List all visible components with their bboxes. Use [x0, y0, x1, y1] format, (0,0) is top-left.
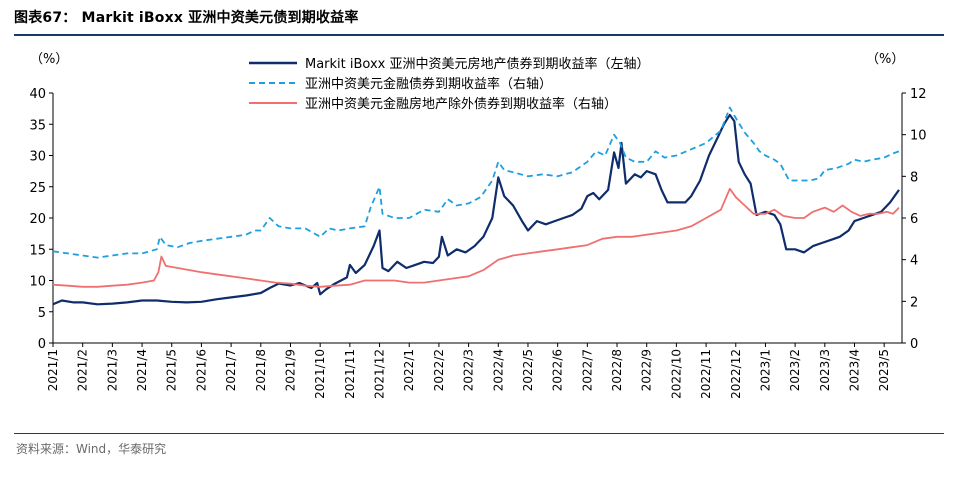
left-tick-label: 10	[29, 275, 46, 290]
left-tick-label: 0	[38, 337, 46, 352]
legend-label-2: 亚洲中资美元金融房地产除外债券到期收益率（右轴）	[305, 96, 617, 112]
left-tick-label: 25	[29, 181, 46, 196]
x-tick-label: 2023/4	[848, 349, 862, 391]
x-tick-label: 2022/11	[699, 349, 713, 399]
legend: Markit iBoxx 亚洲中资美元房地产债券到期收益率（左轴） 亚洲中资美元金…	[249, 56, 650, 112]
left-tick-label: 40	[29, 87, 46, 102]
right-tick-label: 4	[910, 254, 918, 269]
x-tick-label: 2021/4	[135, 349, 149, 391]
top-rule	[14, 34, 944, 36]
x-tick-label: 2022/3	[462, 349, 476, 391]
series-line-1	[52, 106, 900, 259]
x-tick-label: 2022/9	[640, 349, 654, 391]
x-tick-label: 2021/2	[76, 349, 90, 391]
x-tick-label: 2021/9	[283, 349, 297, 391]
axes-group: （%） （%） 0 5 10 15 20 25 30 35 40 0 2 4 6 8 10 12 2021/1 202…	[29, 52, 926, 399]
left-tick-label: 15	[29, 243, 46, 258]
right-tick-label: 10	[910, 129, 927, 144]
x-tick-label: 2022/6	[551, 349, 565, 391]
left-tick-label: 35	[29, 118, 46, 133]
x-tick-label: 2021/8	[254, 349, 268, 391]
left-tick-label: 20	[29, 212, 46, 227]
right-axis-unit: （%）	[866, 52, 904, 67]
x-tick-label: 2022/10	[669, 349, 683, 399]
x-tick-label: 2023/3	[818, 349, 832, 391]
figure-title: 图表67： Markit iBoxx 亚洲中资美元债到期收益率	[14, 10, 359, 26]
x-tick-label: 2023/1	[758, 349, 772, 391]
x-tick-label: 2021/5	[165, 349, 179, 391]
right-tick-label: 12	[910, 87, 927, 102]
x-tick-label: 2022/8	[610, 349, 624, 391]
x-tick-label: 2021/3	[105, 349, 119, 391]
right-tick-label: 8	[910, 170, 918, 185]
x-tick-label: 2023/2	[788, 349, 802, 391]
x-tick-label: 2021/1	[46, 349, 60, 391]
x-tick-label: 2022/5	[521, 349, 535, 391]
x-tick-label: 2022/2	[432, 349, 446, 391]
x-tick-label: 2022/12	[729, 349, 743, 399]
left-tick-label: 30	[29, 150, 46, 165]
x-tick-label: 2022/1	[402, 349, 416, 391]
right-tick-label: 6	[910, 212, 918, 227]
x-tick-label: 2021/11	[343, 349, 357, 399]
x-tick-label: 2021/12	[373, 349, 387, 399]
x-tick-label: 2021/7	[224, 349, 238, 391]
left-axis-unit: （%）	[30, 52, 68, 67]
bottom-rule	[14, 433, 944, 434]
x-tick-label: 2022/7	[580, 349, 594, 391]
right-tick-label: 2	[910, 295, 918, 310]
series-line-2	[52, 187, 900, 288]
x-tick-label: 2023/5	[877, 349, 891, 391]
x-tick-label: 2022/4	[491, 349, 505, 391]
right-tick-label: 0	[910, 337, 918, 352]
series-line-0	[52, 113, 900, 306]
x-tick-label: 2021/6	[194, 349, 208, 391]
source-note: 资料来源：Wind，华泰研究	[16, 442, 167, 456]
x-tick-label: 2021/10	[313, 349, 327, 399]
legend-label-1: 亚洲中资美元金融债券到期收益率（右轴）	[305, 76, 552, 92]
series-group	[52, 106, 900, 306]
left-tick-label: 5	[38, 306, 46, 321]
legend-label-0: Markit iBoxx 亚洲中资美元房地产债券到期收益率（左轴）	[305, 56, 650, 72]
